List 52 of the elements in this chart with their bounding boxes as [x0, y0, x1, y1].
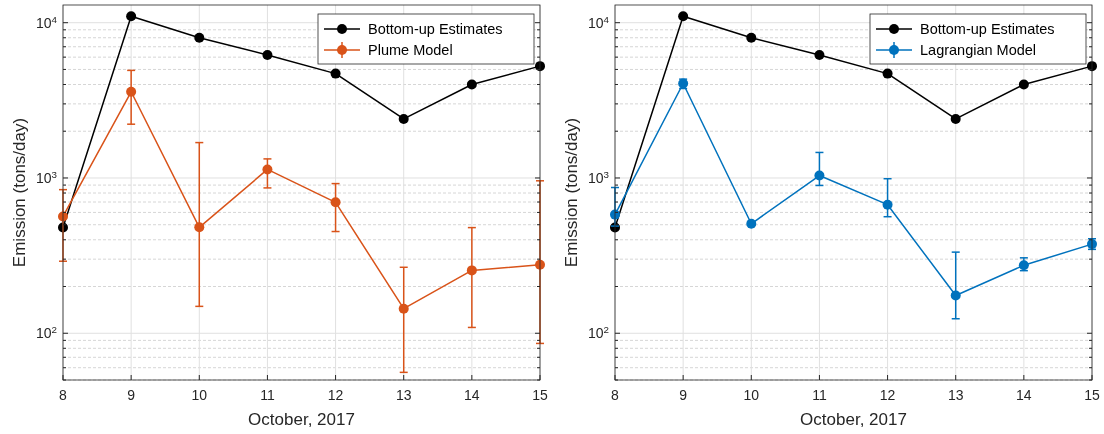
x-tick-label: 13	[947, 387, 964, 403]
y-tick-label: 10$^{3}$	[587, 168, 610, 186]
legend-label: Lagrangian Model	[920, 42, 1037, 58]
point	[950, 290, 961, 301]
y-axis-title: Emission (tons/day)	[10, 117, 29, 268]
point	[1018, 79, 1029, 90]
point	[126, 11, 137, 22]
x-tick-label: 10	[191, 387, 208, 403]
point	[194, 32, 205, 43]
x-tick-label: 15	[1084, 387, 1100, 403]
point	[398, 303, 409, 314]
point	[746, 218, 757, 229]
x-tick-label: 8	[59, 387, 68, 403]
x-tick-label: 14	[1016, 387, 1032, 403]
point	[194, 222, 205, 233]
point	[330, 197, 341, 208]
point	[466, 79, 477, 90]
legend-label: Bottom-up Estimates	[920, 21, 1055, 37]
point	[950, 113, 961, 124]
y-tick-label: 10$^{4}$	[35, 13, 58, 31]
point	[746, 32, 757, 43]
y-axis-title: Emission (tons/day)	[562, 117, 581, 268]
x-tick-label: 14	[464, 387, 480, 403]
x-axis-title: October, 2017	[248, 410, 355, 429]
x-tick-label: 8	[611, 387, 620, 403]
x-tick-label: 11	[812, 387, 827, 403]
x-tick-label: 13	[395, 387, 412, 403]
point	[330, 68, 341, 79]
y-tick-label: 10$^{4}$	[587, 13, 610, 31]
x-tick-label: 12	[327, 387, 344, 403]
x-tick-label: 9	[679, 387, 688, 403]
legend-label: Plume Model	[368, 42, 453, 58]
x-tick-label: 11	[260, 387, 275, 403]
point	[262, 164, 273, 175]
legend-label: Bottom-up Estimates	[368, 21, 503, 37]
x-axis-title: October, 2017	[800, 410, 907, 429]
point	[466, 265, 477, 276]
point	[678, 11, 689, 22]
y-tick-label: 10$^{2}$	[587, 323, 609, 342]
x-tick-label: 12	[879, 387, 896, 403]
point	[814, 49, 825, 60]
point	[814, 170, 825, 181]
point	[882, 68, 893, 79]
point	[126, 86, 137, 97]
y-tick-label: 10$^{3}$	[35, 168, 58, 186]
x-tick-label: 10	[743, 387, 760, 403]
y-tick-label: 10$^{2}$	[35, 323, 57, 342]
x-tick-label: 9	[127, 387, 136, 403]
point	[262, 49, 273, 60]
x-tick-label: 15	[532, 387, 548, 403]
point	[398, 113, 409, 124]
point	[882, 199, 893, 210]
